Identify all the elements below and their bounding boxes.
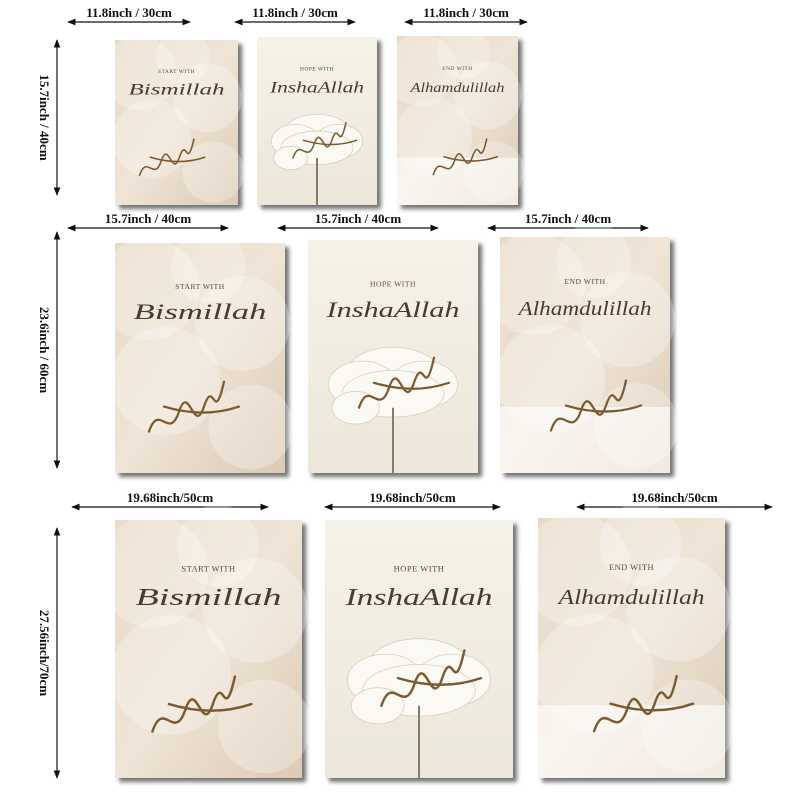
calligraphy: [380, 649, 483, 707]
poster-word: InshaAllah: [325, 297, 459, 322]
calligraphy: [138, 138, 206, 177]
blossom: [453, 61, 522, 130]
calligraphy: [292, 121, 358, 159]
calligraphy: [151, 675, 253, 733]
width-label: 11.8inch / 30cm: [252, 5, 338, 20]
calligraphy: [549, 379, 643, 432]
blossom: [625, 556, 731, 662]
poster-word: Bismillah: [129, 81, 225, 98]
blossom: [171, 228, 246, 304]
poster: HOPE WITH InshaAllah: [308, 240, 478, 473]
poster-kicker: START WITH: [175, 282, 224, 291]
peony-petal: [331, 391, 380, 425]
calligraphy: [592, 674, 695, 733]
poster: END WITH Alhamdulillah: [483, 223, 679, 473]
poster: START WITH Bismillah: [96, 504, 312, 778]
poster: END WITH Alhamdulillah: [384, 26, 525, 205]
blossom: [496, 324, 606, 433]
poster-kicker: START WITH: [158, 69, 195, 75]
height-label: 23.6inch / 60cm: [37, 307, 52, 393]
poster-kicker: START WITH: [182, 565, 236, 574]
width-label: 11.8inch / 30cm: [86, 5, 172, 20]
poster-kicker: END WITH: [609, 563, 654, 572]
poster: END WITH Alhamdulillah: [519, 502, 735, 778]
calligraphy: [432, 138, 499, 176]
poster-background: [115, 40, 238, 205]
poster-word: InshaAllah: [344, 584, 492, 611]
poster-kicker: HOPE WITH: [394, 564, 445, 574]
height-label: 15.7inch / 40cm: [37, 74, 52, 160]
blossom: [102, 36, 177, 110]
poster-word: Alhamdulillah: [409, 81, 504, 96]
blossom: [599, 502, 682, 586]
peony-petal: [273, 145, 308, 171]
calligraphy: [147, 380, 241, 433]
poster-word: InshaAllah: [269, 79, 365, 96]
width-label: 15.7inch / 40cm: [105, 211, 191, 226]
blossom: [208, 384, 294, 470]
blossom: [534, 614, 654, 734]
poster-word: Alhamdulillah: [516, 299, 651, 320]
blossom: [556, 223, 631, 298]
blossom: [217, 679, 312, 774]
blossom: [519, 513, 632, 627]
blossom: [436, 26, 491, 80]
poster: HOPE WITH InshaAllah: [325, 520, 513, 778]
poster: START WITH Bismillah: [102, 29, 245, 205]
width-label: 15.7inch / 40cm: [525, 211, 611, 226]
poster-word: Bismillah: [136, 584, 282, 611]
poster-kicker: HOPE WITH: [300, 67, 334, 73]
poster-kicker: HOPE WITH: [370, 280, 416, 289]
blossom-fade: [500, 406, 670, 473]
blossom: [384, 33, 458, 107]
blossom: [579, 272, 676, 368]
blossom: [176, 504, 259, 587]
width-label: 19.68inch/50cm: [369, 490, 455, 505]
blossom: [111, 614, 231, 735]
poster: HOPE WITH InshaAllah: [257, 37, 377, 205]
blossom: [112, 99, 192, 179]
poster: START WITH Bismillah: [98, 228, 294, 473]
calligraphy: [357, 356, 451, 409]
blossom: [202, 557, 308, 663]
poster-background: [115, 243, 285, 473]
blossom-fade: [397, 157, 518, 205]
blossom: [182, 141, 245, 203]
poster-background: [115, 520, 302, 778]
width-label: 15.7inch / 40cm: [315, 211, 401, 226]
width-label: 11.8inch / 30cm: [423, 5, 509, 20]
poster-word: Alhamdulillah: [556, 585, 704, 609]
poster-word: Bismillah: [134, 299, 267, 324]
width-label: 19.68inch/50cm: [127, 490, 213, 505]
blossom: [111, 326, 221, 436]
peony-petal: [350, 687, 405, 725]
blossom-fade: [538, 705, 725, 778]
blossom: [96, 515, 209, 628]
blossom: [172, 63, 242, 133]
height-label: 27.56inch/70cm: [37, 610, 52, 696]
blossom: [155, 29, 210, 84]
blossom: [194, 275, 291, 372]
poster-kicker: END WITH: [442, 66, 472, 72]
width-label: 19.68inch/50cm: [631, 490, 717, 505]
blossom: [394, 98, 473, 177]
blossom: [483, 233, 585, 336]
blossom: [98, 238, 200, 340]
poster-kicker: END WITH: [564, 277, 605, 286]
